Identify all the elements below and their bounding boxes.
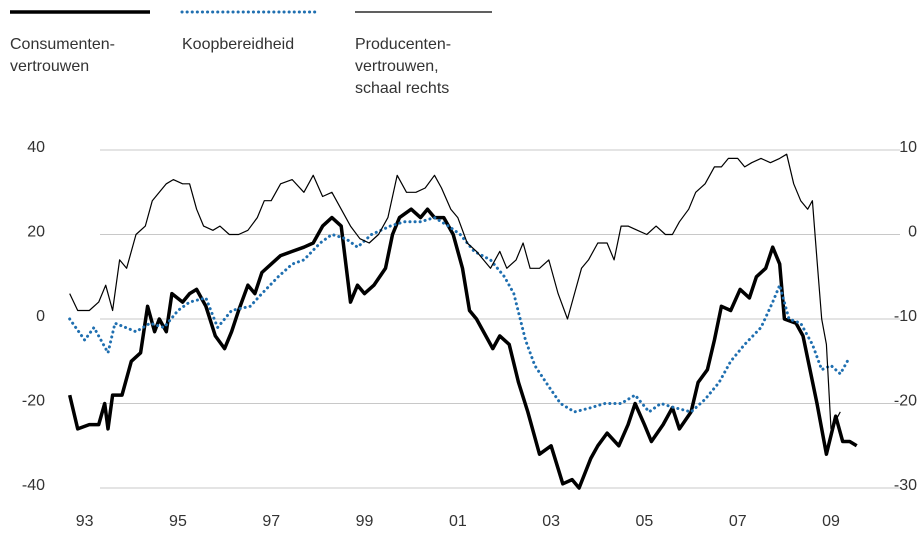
x-tick-label: 09	[822, 513, 840, 530]
y-tick-label: 40	[27, 139, 45, 156]
x-tick-label: 93	[76, 513, 94, 530]
x-tick-label: 95	[169, 513, 187, 530]
y2-tick-label: -10	[894, 308, 917, 325]
legend-label: Producenten-vertrouwen, schaal rechts	[355, 36, 451, 97]
y2-tick-label: 0	[908, 224, 917, 241]
y-tick-label: 20	[27, 224, 45, 241]
y-tick-label: -20	[22, 393, 45, 410]
y-tick-label: 0	[36, 308, 45, 325]
x-tick-label: 03	[542, 513, 560, 530]
x-tick-label: 97	[262, 513, 280, 530]
y2-tick-label: 10	[899, 139, 917, 156]
legend-label: Koopbereidheid	[182, 36, 294, 53]
x-tick-label: 05	[636, 513, 654, 530]
y2-tick-label: -20	[894, 393, 917, 410]
x-tick-label: 07	[729, 513, 747, 530]
x-tick-label: 99	[356, 513, 374, 530]
y-tick-label: -40	[22, 477, 45, 494]
legend-label: Consumenten-vertrouwen	[10, 36, 115, 75]
data-line	[69, 153, 841, 430]
data-line	[67, 207, 858, 490]
y2-tick-label: -30	[894, 477, 917, 494]
x-tick-label: 01	[449, 513, 467, 530]
data-line	[68, 216, 852, 414]
